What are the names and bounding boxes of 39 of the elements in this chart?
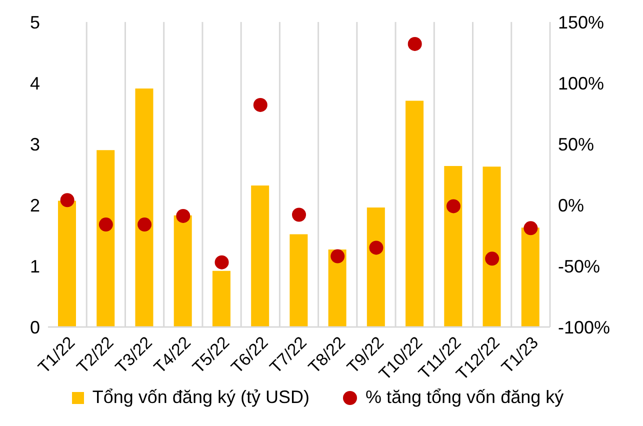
bar bbox=[290, 234, 308, 327]
point bbox=[176, 208, 190, 223]
y-tick-label: 1 bbox=[30, 256, 40, 276]
bar bbox=[482, 166, 501, 327]
y-tick-label: 5 bbox=[30, 12, 40, 32]
y2-tick-label: -50% bbox=[558, 256, 600, 276]
point bbox=[446, 199, 460, 214]
y2-tick-label: 150% bbox=[558, 12, 604, 32]
point bbox=[214, 255, 229, 270]
bar bbox=[251, 185, 270, 327]
y-tick-label: 2 bbox=[30, 195, 40, 216]
legend-label: % tăng tổng vốn đăng ký bbox=[365, 387, 564, 408]
point bbox=[369, 240, 384, 255]
point bbox=[138, 218, 152, 232]
bar bbox=[174, 215, 192, 327]
point bbox=[330, 249, 345, 264]
point bbox=[60, 193, 74, 208]
point bbox=[98, 218, 113, 232]
bar bbox=[366, 207, 385, 327]
point bbox=[292, 208, 306, 222]
y2-tick-label: 100% bbox=[558, 73, 604, 94]
y-tick-label: 4 bbox=[30, 73, 40, 94]
bar bbox=[135, 88, 154, 327]
y2-tick-label: 50% bbox=[558, 134, 594, 154]
y2-tick-label: 0% bbox=[558, 195, 584, 216]
y-tick-label: 3 bbox=[30, 134, 40, 154]
bar bbox=[406, 100, 424, 327]
point bbox=[253, 98, 268, 112]
point bbox=[524, 221, 538, 236]
bar bbox=[444, 166, 462, 327]
bar bbox=[212, 270, 230, 327]
bar bbox=[58, 200, 76, 327]
legend-label: Tổng vốn đăng ký (tỷ USD) bbox=[92, 387, 310, 408]
bar bbox=[96, 150, 115, 327]
bar bbox=[521, 228, 540, 327]
point bbox=[408, 36, 422, 51]
point bbox=[485, 252, 500, 266]
y2-tick-label: -100% bbox=[558, 317, 610, 338]
y-tick-label: 0 bbox=[30, 317, 40, 338]
